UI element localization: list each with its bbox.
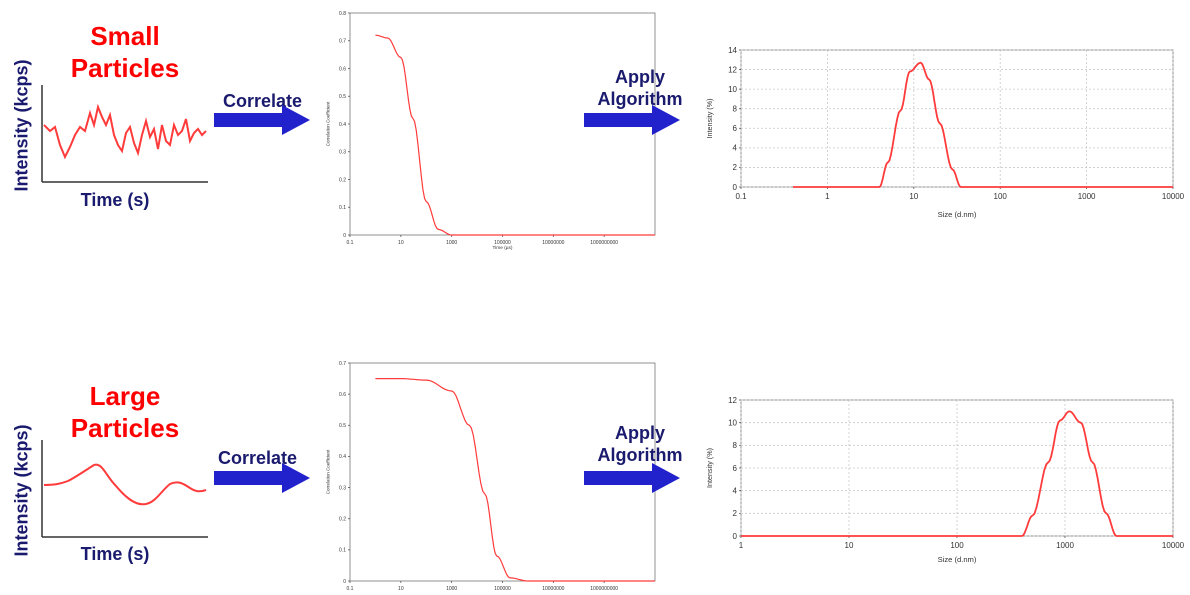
apply-algorithm-arrow-icon: [584, 463, 680, 493]
apply-algorithm-arrow-icon: [584, 105, 680, 135]
title-line1: Large: [89, 381, 161, 411]
y-tick-label: 0.3: [339, 150, 346, 156]
x-tick-label: 1000000000: [590, 586, 618, 592]
apply-algorithm-label: Apply Algorithm: [585, 66, 695, 110]
y-tick-label: 0.8: [339, 11, 346, 17]
y-tick-label: 0.1: [339, 548, 346, 554]
y-tick-label: 0.7: [339, 39, 346, 45]
intensity-trace-plot: [41, 85, 208, 183]
x-axis-label: Size (d.nm): [938, 555, 977, 564]
y-tick-label: 4: [733, 144, 738, 153]
y-axis-label: Intensity (%): [705, 99, 714, 139]
x-tick-label: 1000000000: [590, 240, 618, 246]
x-tick-label: 0.1: [735, 192, 747, 201]
y-tick-label: 0.2: [339, 516, 346, 522]
y-tick-label: 8: [733, 105, 738, 114]
y-tick-label: 8: [733, 441, 738, 450]
x-tick-label: 10: [398, 586, 404, 592]
x-tick-label: 1000: [446, 240, 457, 246]
y-tick-label: 2: [733, 509, 738, 518]
y-tick-label: 10: [728, 85, 737, 94]
x-tick-label: 100: [994, 192, 1008, 201]
y-axis-label: Correlation Coefficient: [326, 101, 331, 146]
small-size-distribution-chart: 0 2 4 6 8 10 12 14 0.1 1 10 100 1000 10000 Intensity (…: [705, 46, 1185, 219]
x-tick-label: 10: [845, 541, 854, 550]
x-tick-label: 10: [398, 240, 404, 246]
large-correlogram-chart: 00.10.20.30.40.50.60.70.1 10 1000 100000 100…: [326, 361, 656, 592]
x-tick-label: 1000: [1078, 192, 1096, 201]
y-tick-label: 0.4: [339, 454, 346, 460]
title-line2: Particles: [70, 413, 180, 443]
y-tick-label: 0: [733, 532, 738, 541]
large-size-distribution-chart: 0 2 4 6 8 10 12 1 10 100 1000 10000 Intensity (%) Siz…: [705, 396, 1185, 564]
y-tick-label: 6: [733, 124, 738, 133]
y-tick-label: 0.5: [339, 423, 346, 429]
intensity-axis-label: Intensity (kcps): [11, 59, 32, 192]
x-tick-label: 10: [909, 192, 918, 201]
y-axis-label: Correlation Coefficient: [326, 449, 331, 494]
y-tick-label: 0: [343, 233, 346, 239]
intensity-axis-label: Intensity (kcps): [11, 424, 32, 557]
series-line: [741, 410, 1173, 537]
x-tick-label: 1: [825, 192, 830, 201]
correlate-arrow-icon: [214, 463, 310, 493]
apply-text: Apply: [614, 423, 665, 443]
apply-algorithm-label: Apply Algorithm: [585, 422, 695, 466]
y-tick-label: 6: [733, 464, 738, 473]
series-line: [375, 34, 655, 236]
y-tick-label: 0.2: [339, 177, 346, 183]
y-tick-label: 14: [728, 46, 737, 55]
x-tick-label: 1: [739, 541, 744, 550]
y-tick-label: 4: [733, 486, 738, 495]
title-line2: Particles: [70, 53, 180, 83]
large-particles-title: Large Particles: [65, 380, 185, 444]
correlate-label: Correlate: [217, 448, 298, 468]
x-tick-label: 1000: [1056, 541, 1074, 550]
y-tick-label: 0.3: [339, 485, 346, 491]
series-line: [375, 378, 655, 582]
y-tick-label: 0: [343, 579, 346, 585]
series-line: [793, 61, 1173, 188]
algorithm-text: Algorithm: [597, 445, 683, 465]
y-tick-label: 2: [733, 163, 738, 172]
intensity-trace-plot: [41, 440, 208, 538]
y-tick-label: 0.4: [339, 122, 346, 128]
title-line1: Small: [90, 21, 160, 51]
apply-text: Apply: [614, 67, 665, 87]
y-tick-label: 0: [733, 183, 738, 192]
y-tick-label: 0.1: [339, 205, 346, 211]
y-axis-label: Intensity (%): [705, 448, 714, 488]
x-tick-label: 10000: [1162, 192, 1185, 201]
y-tick-label: 10: [728, 418, 737, 427]
x-tick-label: 100000: [494, 586, 511, 592]
x-tick-label: 0.1: [347, 240, 354, 246]
y-tick-label: 0.7: [339, 361, 346, 367]
x-axis-label: Time (µs): [493, 245, 513, 251]
x-tick-label: 0.1: [347, 586, 354, 592]
y-tick-label: 0.5: [339, 94, 346, 100]
x-axis-label: Size (d.nm): [938, 210, 977, 219]
x-tick-label: 1000: [446, 586, 457, 592]
x-tick-label: 100: [950, 541, 964, 550]
x-tick-label: 10000: [1162, 541, 1185, 550]
x-tick-label: 100000: [494, 240, 511, 246]
x-tick-label: 10000000: [542, 586, 564, 592]
small-particles-title: Small Particles: [65, 20, 185, 84]
intensity-trace-line: [43, 463, 207, 506]
algorithm-text: Algorithm: [597, 89, 683, 109]
y-tick-label: 12: [728, 396, 737, 405]
correlate-arrow-icon: [214, 105, 310, 135]
x-tick-label: 10000000: [542, 240, 564, 246]
y-tick-label: 12: [728, 65, 737, 74]
intensity-trace-line: [43, 103, 207, 160]
time-axis-label: Time (s): [80, 190, 150, 210]
time-axis-label: Time (s): [80, 544, 150, 564]
y-tick-label: 0.6: [339, 392, 346, 398]
y-tick-label: 0.6: [339, 66, 346, 72]
plot-frame: [740, 49, 1174, 188]
